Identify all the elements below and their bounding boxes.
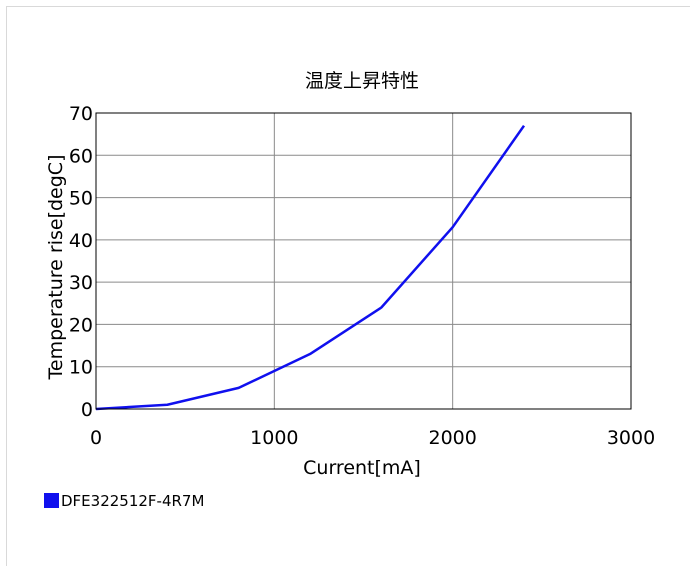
y-tick-label: 40 [69, 230, 93, 252]
grid [95, 112, 632, 410]
y-axis-label: Temperature rise[degC] [45, 155, 67, 381]
y-tick-label: 70 [69, 103, 93, 125]
legend: DFE322512F-4R7M [44, 492, 204, 510]
chart-title: 温度上昇特性 [305, 70, 419, 92]
series-line-0 [95, 124, 526, 411]
y-tick-label: 20 [69, 314, 93, 336]
series-group [95, 124, 526, 411]
chart-frame [6, 6, 690, 566]
x-axis-label: Current[mA] [303, 457, 421, 479]
x-tick-labels: 0 1000 2000 3000 [90, 427, 655, 449]
y-tick-label: 0 [81, 399, 93, 421]
y-tick-label: 60 [69, 145, 93, 167]
y-tick-label: 30 [69, 272, 93, 294]
y-tick-label: 10 [69, 357, 93, 379]
y-tick-label: 50 [69, 188, 93, 210]
x-tick-label: 1000 [250, 427, 298, 449]
x-tick-label: 2000 [428, 427, 476, 449]
legend-swatch [44, 493, 59, 508]
x-tick-label: 3000 [607, 427, 655, 449]
legend-label: DFE322512F-4R7M [61, 492, 204, 510]
y-tick-labels: 0 10 20 30 40 50 60 70 [69, 103, 93, 421]
x-tick-label: 0 [90, 427, 102, 449]
plot-area [95, 112, 632, 410]
